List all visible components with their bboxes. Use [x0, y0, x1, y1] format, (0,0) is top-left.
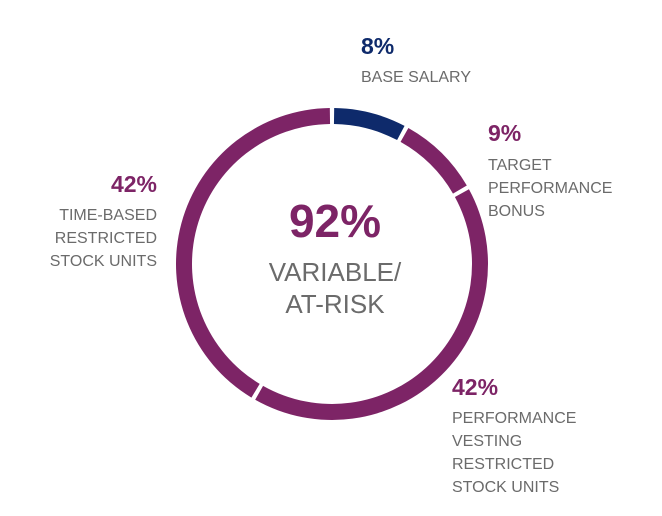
center-label-line-2: AT-RISK: [285, 289, 385, 319]
slice-label-line: TARGET: [488, 157, 552, 174]
slice-percentage: 8%: [361, 33, 394, 59]
slice-label-line: BASE SALARY: [361, 69, 471, 86]
slice-label-line: BONUS: [488, 203, 545, 220]
slice-label-base-salary: 8% BASE SALARY: [361, 33, 471, 86]
slice-label-target-bonus: 9% TARGET PERFORMANCE BONUS: [488, 120, 612, 220]
slice-percentage: 9%: [488, 120, 521, 146]
slice-label-line: TIME-BASED: [59, 207, 157, 224]
slice-label-line: PERFORMANCE: [452, 410, 576, 427]
slice-label-line: STOCK UNITS: [50, 253, 157, 270]
slice-label-line: VESTING: [452, 433, 522, 450]
slice-label-line: STOCK UNITS: [452, 479, 559, 496]
slice-label-performance-rsu: 42% PERFORMANCE VESTING RESTRICTED STOCK…: [452, 374, 576, 496]
slice-percentage: 42%: [452, 374, 498, 400]
donut-slice-base-salary: [333, 108, 405, 141]
slice-percentage: 42%: [111, 171, 157, 197]
slice-label-line: RESTRICTED: [55, 230, 157, 247]
slice-label-time-based-rsu: 42% TIME-BASED RESTRICTED STOCK UNITS: [50, 171, 157, 270]
donut-slice-performance-rsu: [255, 189, 489, 421]
slice-label-line: RESTRICTED: [452, 456, 554, 473]
donut-slice-target-bonus: [400, 127, 467, 194]
donut-slices: [175, 108, 489, 421]
slice-label-line: PERFORMANCE: [488, 180, 612, 197]
donut-slice-time-based-rsu: [175, 108, 331, 398]
center-percentage: 92%: [289, 195, 381, 247]
center-label-line-1: VARIABLE/: [269, 257, 402, 287]
